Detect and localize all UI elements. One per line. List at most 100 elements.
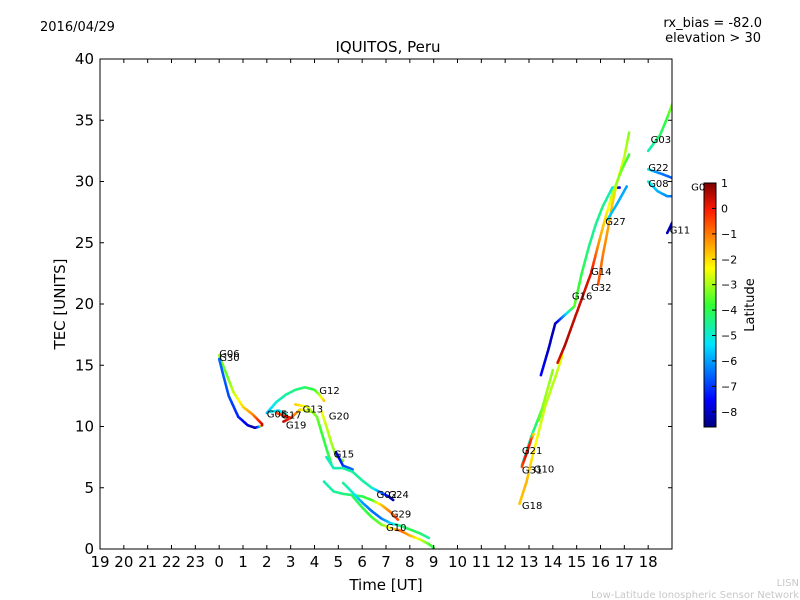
x-tick-label: 2 [262,553,272,571]
chart-title: IQUITOS, Peru [335,38,440,56]
y-tick-label: 20 [75,295,94,313]
satellite-label: G31 [522,466,542,477]
data-point [691,174,694,177]
x-tick-label: 18 [639,553,658,571]
series-g13 [294,403,333,465]
colorbar-gradient [703,182,717,428]
x-tick-label: 0 [214,553,224,571]
data-point [684,193,687,196]
data-point [341,459,345,463]
data-point [618,186,621,189]
satellite-label: G08 [648,179,668,190]
data-point [689,67,692,70]
data-point [625,185,628,188]
data-point [690,177,693,180]
data-point [627,131,631,134]
satellite-label: G16 [572,292,592,303]
satellite-label: G13 [303,404,323,415]
series-g06 [217,354,264,426]
colorbar-tick-label: −7 [721,380,737,393]
data-point [681,78,684,81]
data-point [673,217,676,220]
colorbar-tick-label: 1 [721,177,728,190]
satellite-label: G20 [329,412,349,423]
colorbar-tick-label: −2 [721,253,737,266]
data-point [686,189,689,192]
data-point [672,99,675,102]
data-point [687,187,690,190]
series-g30 [217,357,264,430]
satellite-label: G01 [691,183,711,194]
data-point [674,94,677,97]
y-tick-label: 35 [75,111,94,129]
data-point [674,96,677,99]
x-tick-label: 1 [238,553,248,571]
x-tick-label: 7 [381,553,391,571]
data-point [678,85,681,88]
satellite-labels: G06G30G05G17G19G12G13G20G15G24G02G29G10G… [219,135,711,534]
y-tick-label: 15 [75,356,94,374]
data-point [676,211,679,214]
satellite-label: G29 [391,510,411,521]
x-tick-label: 23 [186,553,205,571]
data-point [687,185,690,188]
data-point [675,178,678,181]
data-point [685,189,688,192]
data-point [694,163,697,166]
data-point [687,188,690,191]
data-point [674,215,677,218]
colorbar-tick-label: −8 [721,406,737,419]
data-point [676,89,679,92]
data-point [692,170,695,173]
x-tick-label: 14 [543,553,562,571]
data-point [680,203,683,206]
data-point [678,86,681,89]
data-point [674,216,677,219]
data-point [679,180,682,183]
colorbar-tick-label: −3 [721,279,737,292]
data-point [681,201,684,204]
data-point [676,195,679,198]
data-point [551,368,555,372]
data-point [675,214,678,217]
x-tick-label: 6 [357,553,367,571]
y-tick-label: 0 [84,540,94,558]
satellite-label: G06 [219,349,239,360]
data-point [679,83,682,86]
satellite-label: G19 [286,420,306,431]
y-axis: 0 5 10 15 20 25 30 35 40 [75,50,672,558]
data-point [675,214,678,217]
x-axis-label: Time [UT] [348,576,422,594]
data-point [673,217,676,220]
data-point [427,536,431,540]
data-point [627,153,631,156]
x-tick-label: 5 [334,553,344,571]
data-point [693,167,696,170]
data-point [677,87,680,90]
satellite-label: G12 [319,386,339,397]
x-tick-label: 12 [496,553,515,571]
series-g16 [539,186,621,377]
data-point [685,185,688,188]
data-point [687,186,690,189]
data-point [678,194,681,197]
y-tick-label: 30 [75,173,94,191]
satellite-label: G18 [522,501,542,512]
data-point [679,193,682,196]
data-point [687,68,690,71]
y-tick-label: 25 [75,234,94,252]
data-point [694,165,697,168]
series-g12 [265,386,326,415]
colorbar-tick-label: −1 [721,228,737,241]
data-point [691,173,694,176]
data-point [675,213,678,216]
data-point [391,498,395,502]
data-point [683,76,686,79]
data-point [682,77,685,80]
satellite-label: G32 [591,283,611,294]
data-point [680,202,683,205]
data-point [690,176,693,179]
data-point [674,95,677,98]
lisn-credit: LISN [777,578,799,589]
x-tick-label: 19 [90,553,109,571]
